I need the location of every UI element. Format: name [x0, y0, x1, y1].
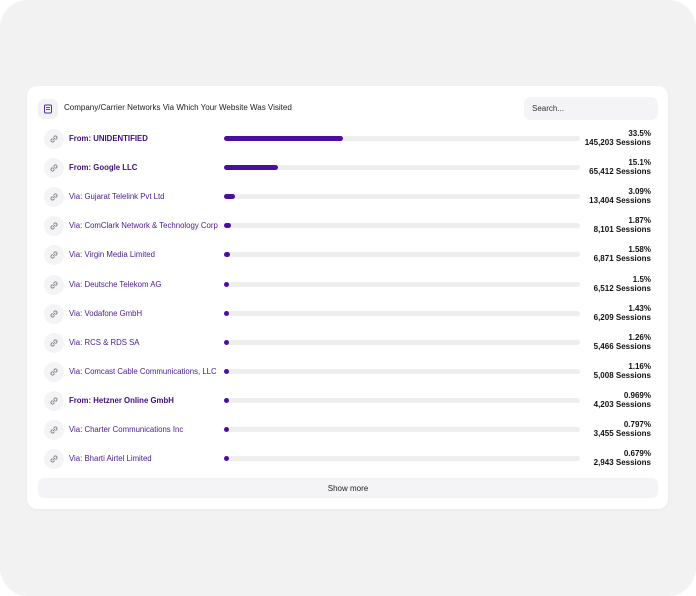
share-bar-fill — [224, 223, 231, 229]
link-icon — [44, 216, 64, 237]
share-bar-fill — [224, 194, 235, 200]
share-bar-track — [224, 310, 580, 316]
session-count: 6,512 Sessions — [593, 283, 651, 293]
report-icon — [38, 99, 58, 119]
share-bar-track — [224, 136, 580, 141]
session-count: 3,455 Sessions — [593, 429, 651, 438]
share-bar-track — [224, 427, 580, 432]
network-link[interactable]: Via: Virgin Media Limited — [69, 250, 155, 260]
search-input[interactable] — [524, 97, 658, 120]
network-link[interactable]: Via: Bharti Airtel Limited — [69, 454, 152, 464]
share-bar-fill — [224, 397, 229, 403]
link-icon — [44, 245, 64, 266]
share-percent: 0.679% — [623, 449, 651, 459]
session-count: 65,412 Sessions — [589, 167, 651, 177]
network-link[interactable]: Via: ComClark Network & Technology Corp — [69, 221, 218, 231]
list-item: Via: Gujarat Telelink Pvt Ltd 3.09% 13,404… — [27, 182, 668, 211]
share-percent: 0.797% — [623, 420, 651, 429]
link-icon — [44, 332, 64, 353]
session-count: 8,101 Sessions — [593, 225, 651, 235]
list-item: Via: Virgin Media Limited 1.58% 6,871 Sess… — [27, 240, 668, 269]
share-bar-fill — [224, 427, 229, 432]
share-percent: 3.09% — [628, 187, 651, 197]
card-title: Company/Carrier Networks Via Which Your … — [64, 103, 292, 112]
share-percent: 15.1% — [628, 158, 651, 168]
list-item: From: UNIDENTIFIED 33.5% 145,203 Sessions — [27, 124, 668, 153]
share-bar-fill — [224, 368, 229, 374]
link-icon — [44, 187, 64, 208]
list-item: From: Hetzner Online GmbH 0.969% 4,203 Ses… — [27, 386, 668, 415]
share-bar-fill — [224, 310, 230, 316]
share-percent: 1.16% — [628, 361, 651, 371]
share-bar-track — [224, 281, 580, 287]
list-item: Via: RCS & RDS SA 1.26% 5,466 Sessions — [27, 328, 668, 357]
share-percent: 0.969% — [623, 390, 651, 400]
share-bar-fill — [224, 281, 230, 287]
share-bar-track — [224, 165, 580, 171]
share-percent: 1.58% — [628, 245, 651, 255]
network-link[interactable]: From: Google LLC — [69, 163, 138, 173]
share-bar-track — [224, 194, 580, 200]
list-item: Via: ComClark Network & Technology Corp 1… — [27, 211, 668, 240]
network-link[interactable]: Via: Gujarat Telelink Pvt Ltd — [69, 192, 165, 202]
network-link[interactable]: Via: Deutsche Telekom AG — [69, 279, 162, 289]
share-percent: 1.43% — [628, 303, 651, 313]
share-bar-track — [224, 456, 580, 462]
link-icon — [44, 390, 64, 411]
card-header: Company/Carrier Networks Via Which Your … — [27, 96, 668, 122]
network-link[interactable]: From: Hetzner Online GmbH — [69, 395, 174, 405]
share-bar-track — [224, 223, 580, 229]
network-link[interactable]: From: UNIDENTIFIED — [69, 134, 148, 143]
link-icon — [44, 420, 64, 440]
share-bar-track — [224, 397, 580, 403]
network-link[interactable]: Via: Charter Communications Inc — [69, 425, 184, 434]
list-item: Via: Bharti Airtel Limited 0.679% 2,943 Se… — [27, 444, 668, 473]
session-count: 6,209 Sessions — [593, 312, 651, 322]
list-item: Via: Comcast Cable Communications, LLC 1.… — [27, 357, 668, 386]
network-link[interactable]: Via: Vodafone GmbH — [69, 308, 143, 318]
share-bar-fill — [224, 339, 229, 345]
network-link[interactable]: Via: Comcast Cable Communications, LLC — [69, 366, 217, 376]
list-item: Via: Charter Communications Inc 0.797% 3,4… — [27, 415, 668, 444]
share-bar-fill — [224, 252, 230, 258]
session-count: 6,871 Sessions — [593, 254, 651, 264]
session-count: 13,404 Sessions — [589, 196, 651, 206]
link-icon — [44, 303, 64, 324]
share-percent: 33.5% — [628, 129, 651, 138]
networks-card: Company/Carrier Networks Via Which Your … — [27, 86, 668, 509]
link-icon — [44, 158, 64, 179]
share-bar-fill — [224, 136, 344, 141]
link-icon — [44, 274, 64, 295]
list-item: From: Google LLC 15.1% 65,412 Sessions — [27, 153, 668, 182]
list-item: Via: Vodafone GmbH 1.43% 6,209 Sessions — [27, 299, 668, 328]
session-count: 5,008 Sessions — [593, 370, 651, 380]
session-count: 5,466 Sessions — [593, 341, 651, 351]
show-more-button[interactable]: Show more — [38, 478, 658, 498]
link-icon — [44, 449, 64, 470]
share-percent: 1.5% — [632, 274, 651, 284]
link-icon — [44, 129, 64, 149]
share-bar-track — [224, 339, 580, 345]
session-count: 4,203 Sessions — [593, 399, 651, 409]
share-percent: 1.26% — [628, 332, 651, 342]
share-bar-fill — [224, 456, 229, 462]
network-link[interactable]: Via: RCS & RDS SA — [69, 337, 140, 347]
share-percent: 1.87% — [628, 216, 651, 226]
share-bar-track — [224, 252, 580, 258]
share-bar-track — [224, 368, 580, 374]
session-count: 145,203 Sessions — [584, 138, 651, 147]
share-bar-fill — [224, 165, 278, 171]
link-icon — [44, 361, 64, 382]
list-item: Via: Deutsche Telekom AG 1.5% 6,512 Sessio… — [27, 270, 668, 299]
session-count: 2,943 Sessions — [593, 458, 651, 468]
